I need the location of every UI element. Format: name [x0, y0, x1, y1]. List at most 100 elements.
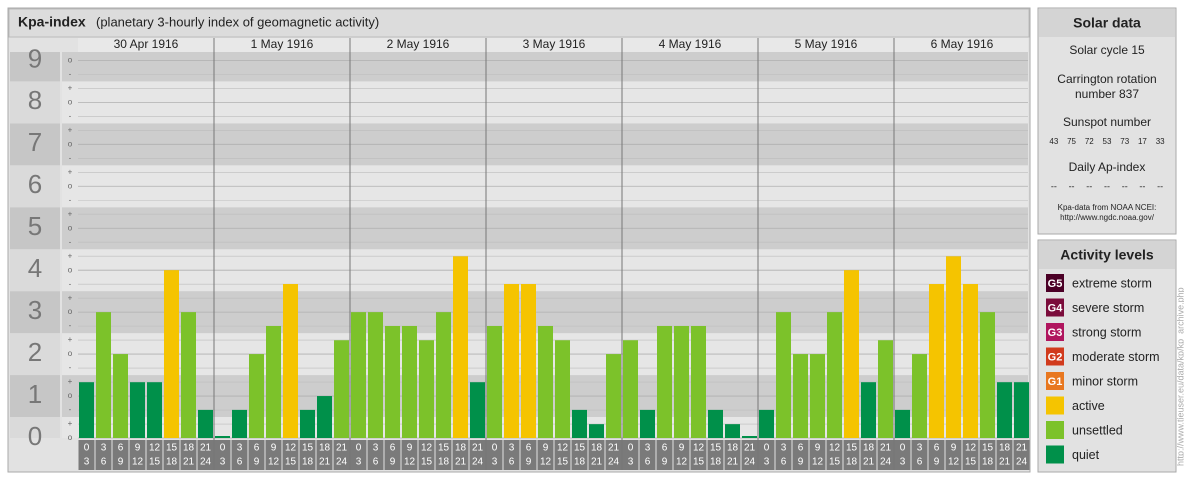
hour-label: 9 — [407, 443, 413, 454]
sublevel-label: o — [68, 349, 73, 358]
solar-panel — [1037, 7, 1177, 235]
hour-box — [231, 440, 248, 470]
hour-box — [163, 440, 180, 470]
hour-label: 21 — [1016, 443, 1028, 454]
hour-label: 0 — [220, 443, 226, 454]
hour-label: 24 — [880, 457, 892, 468]
level-label: unsettled — [1072, 423, 1123, 437]
sublevel-label: o — [68, 223, 73, 232]
hour-box — [333, 440, 350, 470]
hour-label: 3 — [764, 457, 770, 468]
solar-title: Solar data — [1073, 15, 1141, 31]
hour-label: 21 — [200, 443, 212, 454]
hour-box — [928, 440, 945, 470]
sub-band — [62, 52, 78, 82]
hour-label: 9 — [526, 457, 532, 468]
sublevel-label: + — [68, 83, 73, 92]
bar — [147, 382, 162, 438]
bar — [572, 409, 587, 438]
sunspot-value: 33 — [1156, 137, 1165, 146]
carrington: number 837 — [1075, 87, 1139, 101]
hour-label: 3 — [509, 443, 515, 454]
bar — [640, 409, 655, 438]
hour-label: 3 — [220, 457, 226, 468]
level-label: quiet — [1072, 448, 1100, 462]
bar — [232, 409, 247, 438]
label-band — [10, 123, 60, 166]
hour-label: 24 — [336, 457, 348, 468]
bar — [419, 340, 434, 438]
solar-cycle: Solar cycle 15 — [1069, 43, 1145, 57]
hour-label: 9 — [815, 443, 821, 454]
sub-band — [62, 333, 78, 376]
hour-label: 18 — [863, 443, 875, 454]
hour-box — [758, 440, 775, 470]
sublevel-label: + — [68, 167, 73, 176]
level-badge: G5 — [1048, 278, 1063, 290]
bar — [266, 325, 281, 438]
sublevel-label: - — [69, 195, 72, 204]
hour-label: 0 — [356, 443, 362, 454]
bar — [776, 312, 791, 438]
levels-title-bar — [1039, 241, 1175, 269]
hour-box — [996, 440, 1013, 470]
hour-label: 12 — [421, 443, 433, 454]
hour-box — [452, 440, 469, 470]
y-tick-label: 7 — [28, 127, 42, 157]
hour-label: 18 — [999, 443, 1011, 454]
bar — [929, 284, 944, 438]
level-badge: G1 — [1048, 376, 1063, 388]
hour-label: 6 — [101, 457, 107, 468]
hour-label: 0 — [84, 443, 90, 454]
sunspot-value: 53 — [1103, 137, 1112, 146]
sublevel-label: - — [69, 153, 72, 162]
bar — [487, 325, 502, 438]
hour-label: 21 — [455, 457, 467, 468]
ap-value: -- — [1069, 181, 1075, 191]
bar — [725, 424, 740, 438]
hour-label: 12 — [285, 443, 297, 454]
hour-label: 15 — [285, 457, 297, 468]
hour-label: 24 — [608, 457, 620, 468]
hour-label: 3 — [237, 443, 243, 454]
ap-title: Daily Ap-index — [1069, 160, 1146, 174]
hour-label: 6 — [934, 443, 940, 454]
hour-label: 6 — [509, 457, 515, 468]
hour-label: 12 — [268, 457, 280, 468]
hour-label: 3 — [373, 443, 379, 454]
bar — [861, 382, 876, 438]
level-label: severe storm — [1072, 301, 1144, 315]
y-tick-label: 6 — [28, 169, 42, 199]
hour-box — [146, 440, 163, 470]
band — [78, 52, 1028, 82]
sub-band — [62, 291, 78, 334]
label-band — [10, 375, 60, 418]
label-band — [10, 417, 60, 438]
hour-label: 21 — [863, 457, 875, 468]
hour-label: 3 — [356, 457, 362, 468]
bar — [79, 382, 94, 438]
sublevel-label: + — [68, 377, 73, 386]
hour-label: 12 — [948, 457, 960, 468]
hour-label: 21 — [999, 457, 1011, 468]
hour-label: 12 — [149, 443, 161, 454]
hour-label: 15 — [965, 457, 977, 468]
hour-label: 6 — [254, 443, 260, 454]
hour-label: 0 — [900, 443, 906, 454]
hour-label: 0 — [764, 443, 770, 454]
bar — [521, 284, 536, 438]
level-swatch — [1046, 323, 1064, 341]
hour-label: 18 — [302, 457, 314, 468]
label-band — [10, 52, 60, 82]
hour-label: 15 — [302, 443, 314, 454]
bar — [470, 382, 485, 438]
hour-label: 12 — [829, 443, 841, 454]
hour-label: 15 — [421, 457, 433, 468]
bar — [385, 325, 400, 438]
y-tick-label: 0 — [28, 421, 42, 451]
hour-box — [554, 440, 571, 470]
bar — [708, 409, 723, 438]
hour-label: 6 — [781, 457, 787, 468]
sublevel-label: - — [69, 111, 72, 120]
hour-box — [384, 440, 401, 470]
